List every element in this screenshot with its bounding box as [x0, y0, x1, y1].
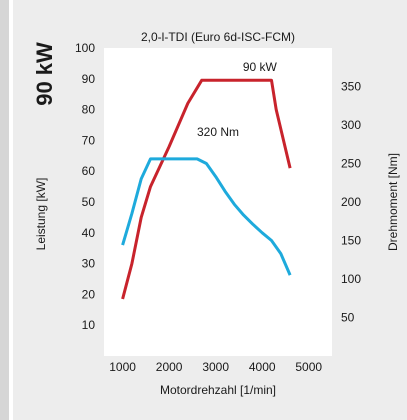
left-tick-label: 90: [82, 72, 96, 86]
right-tick-label: 250: [341, 157, 361, 171]
right-tick-label: 100: [341, 272, 361, 286]
left-tick-label: 40: [82, 226, 96, 240]
torque-series-line: [121, 157, 292, 276]
right-tick-label: 50: [341, 311, 355, 325]
x-tick-label: 1000: [109, 360, 136, 374]
right-tick-labels: 50 100 150 200 250 300 350: [341, 80, 361, 325]
annotation-label: 320 Nm: [197, 125, 239, 139]
series-lines: [121, 78, 292, 300]
left-tick-label: 60: [82, 164, 96, 178]
right-tick-label: 350: [341, 80, 361, 94]
left-tick-label: 50: [82, 195, 96, 209]
x-tick-label: 3000: [202, 360, 229, 374]
plot-area: [104, 48, 332, 356]
power-rating-label: 90 kW: [32, 42, 57, 106]
right-axis-title: Drehmoment [Nm]: [386, 153, 400, 251]
left-tick-label: 20: [82, 287, 96, 301]
chart-title: 2,0-l-TDI (Euro 6d-ISC-FCM): [141, 30, 295, 44]
x-axis-title: Motordrehzahl [1/min]: [160, 383, 276, 397]
right-tick-label: 150: [341, 234, 361, 248]
x-tick-label: 4000: [249, 360, 276, 374]
left-tick-label: 80: [82, 103, 96, 117]
right-tick-label: 300: [341, 118, 361, 132]
left-tick-label: 100: [75, 41, 95, 55]
side-rule: [0, 0, 9, 420]
annotations: 90 kW 320 Nm: [197, 60, 278, 139]
right-tick-label: 200: [341, 195, 361, 209]
left-tick-labels: 10 20 30 40 50 60 70 80 90 100: [75, 41, 95, 332]
left-tick-label: 10: [82, 318, 96, 332]
power-series-line: [121, 78, 292, 300]
left-tick-label: 70: [82, 133, 96, 147]
x-tick-label: 2000: [156, 360, 183, 374]
left-tick-label: 30: [82, 257, 96, 271]
x-tick-labels: 1000 2000 3000 4000 5000: [109, 360, 322, 374]
x-tick-label: 5000: [295, 360, 322, 374]
annotation-label: 90 kW: [243, 60, 278, 74]
left-axis-title: Leistung [kW]: [34, 178, 48, 251]
